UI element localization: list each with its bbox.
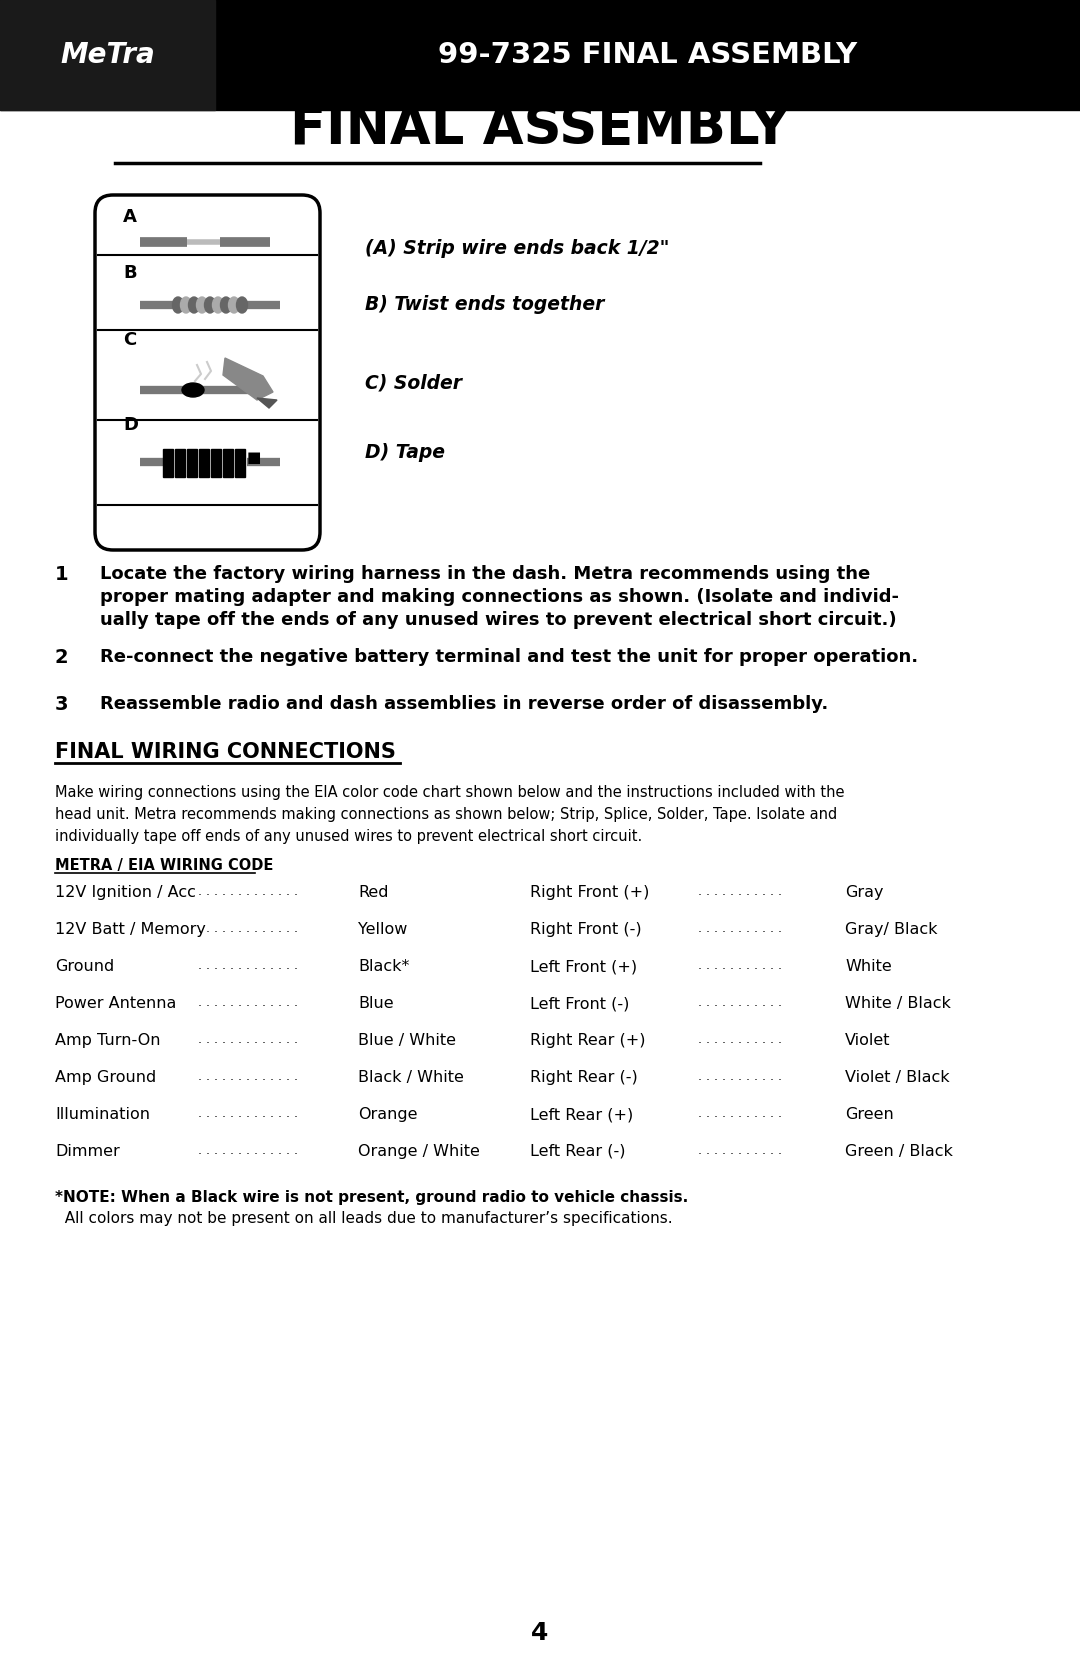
Text: Violet: Violet: [845, 1033, 891, 1048]
Text: Left Rear (+): Left Rear (+): [530, 1107, 633, 1122]
Text: 2: 2: [55, 648, 69, 668]
Text: . . . . . . . . . . . . .: . . . . . . . . . . . . .: [198, 960, 298, 971]
Ellipse shape: [213, 297, 224, 314]
Text: Black*: Black*: [357, 960, 409, 975]
Text: ually tape off the ends of any unused wires to prevent electrical short circuit.: ually tape off the ends of any unused wi…: [100, 611, 896, 629]
Text: . . . . . . . . . . . . .: . . . . . . . . . . . . .: [198, 885, 298, 898]
Bar: [211, 449, 221, 477]
Bar: [0, 0, 1080, 110]
Text: Left Front (+): Left Front (+): [530, 960, 637, 975]
Text: 3: 3: [55, 694, 68, 714]
Text: C: C: [123, 330, 136, 349]
Text: Yellow: Yellow: [357, 921, 407, 936]
Text: (A) Strip wire ends back 1/2": (A) Strip wire ends back 1/2": [365, 239, 670, 257]
Text: Right Rear (-): Right Rear (-): [530, 1070, 638, 1085]
Text: Power Antenna: Power Antenna: [55, 996, 176, 1011]
Text: . . . . . . . . . . . . .: . . . . . . . . . . . . .: [198, 996, 298, 1010]
Text: . . . . . . . . . . . . .: . . . . . . . . . . . . .: [198, 921, 298, 935]
Text: Amp Ground: Amp Ground: [55, 1070, 157, 1085]
Text: 12V Ignition / Acc: 12V Ignition / Acc: [55, 885, 195, 900]
Bar: [199, 449, 210, 477]
Text: proper mating adapter and making connections as shown. (Isolate and individ-: proper mating adapter and making connect…: [100, 587, 899, 606]
Ellipse shape: [204, 297, 216, 314]
Text: . . . . . . . . . . .: . . . . . . . . . . .: [698, 1033, 782, 1046]
Text: 4: 4: [531, 1621, 549, 1646]
Text: . . . . . . . . . . .: . . . . . . . . . . .: [698, 921, 782, 935]
Text: Blue / White: Blue / White: [357, 1033, 456, 1048]
Text: 1: 1: [55, 566, 69, 584]
Text: . . . . . . . . . . .: . . . . . . . . . . .: [698, 1143, 782, 1157]
Text: . . . . . . . . . . .: . . . . . . . . . . .: [698, 960, 782, 971]
Text: B: B: [123, 264, 137, 282]
Text: Orange: Orange: [357, 1107, 418, 1122]
Text: . . . . . . . . . . . . .: . . . . . . . . . . . . .: [198, 1107, 298, 1120]
Text: 12V Batt / Memory: 12V Batt / Memory: [55, 921, 206, 936]
Text: Illumination: Illumination: [55, 1107, 150, 1122]
Bar: [175, 449, 185, 477]
Ellipse shape: [237, 297, 247, 314]
Text: Right Rear (+): Right Rear (+): [530, 1033, 646, 1048]
Text: head unit. Metra recommends making connections as shown below; Strip, Splice, So: head unit. Metra recommends making conne…: [55, 808, 837, 823]
Text: Green: Green: [845, 1107, 894, 1122]
Text: White: White: [845, 960, 892, 975]
Text: Gray/ Black: Gray/ Black: [845, 921, 937, 936]
Ellipse shape: [180, 297, 191, 314]
Text: individually tape off ends of any unused wires to prevent electrical short circu: individually tape off ends of any unused…: [55, 829, 643, 845]
Text: A: A: [123, 209, 137, 225]
Bar: [235, 449, 245, 477]
Text: *NOTE: When a Black wire is not present, ground radio to vehicle chassis.: *NOTE: When a Black wire is not present,…: [55, 1190, 688, 1205]
Ellipse shape: [220, 297, 231, 314]
Text: Left Front (-): Left Front (-): [530, 996, 630, 1011]
Text: . . . . . . . . . . .: . . . . . . . . . . .: [698, 885, 782, 898]
Text: D: D: [123, 416, 138, 434]
Text: Right Front (+): Right Front (+): [530, 885, 649, 900]
Text: Right Front (-): Right Front (-): [530, 921, 642, 936]
Text: B) Twist ends together: B) Twist ends together: [365, 295, 605, 314]
Text: . . . . . . . . . . .: . . . . . . . . . . .: [698, 1070, 782, 1083]
Text: . . . . . . . . . . . . .: . . . . . . . . . . . . .: [198, 1070, 298, 1083]
Text: FINAL ASSEMBLY: FINAL ASSEMBLY: [291, 103, 789, 155]
Text: Locate the factory wiring harness in the dash. Metra recommends using the: Locate the factory wiring harness in the…: [100, 566, 870, 582]
Text: Orange / White: Orange / White: [357, 1143, 480, 1158]
Text: Green / Black: Green / Black: [845, 1143, 953, 1158]
Bar: [0, 0, 215, 110]
Ellipse shape: [173, 297, 184, 314]
Text: MeTra: MeTra: [60, 42, 156, 68]
Polygon shape: [222, 357, 273, 401]
Text: . . . . . . . . . . . . .: . . . . . . . . . . . . .: [198, 1033, 298, 1046]
Text: Ground: Ground: [55, 960, 114, 975]
Text: . . . . . . . . . . . . .: . . . . . . . . . . . . .: [198, 1143, 298, 1157]
Bar: [222, 449, 233, 477]
Text: D) Tape: D) Tape: [365, 444, 445, 462]
Bar: [163, 449, 173, 477]
Text: White / Black: White / Black: [845, 996, 950, 1011]
Text: Violet / Black: Violet / Black: [845, 1070, 949, 1085]
Bar: [187, 449, 197, 477]
Text: FINAL WIRING CONNECTIONS: FINAL WIRING CONNECTIONS: [55, 743, 396, 763]
Text: Black / White: Black / White: [357, 1070, 464, 1085]
FancyBboxPatch shape: [95, 195, 320, 551]
Ellipse shape: [229, 297, 240, 314]
Text: Reassemble radio and dash assemblies in reverse order of disassembly.: Reassemble radio and dash assemblies in …: [100, 694, 828, 713]
Text: C) Solder: C) Solder: [365, 374, 462, 392]
Text: . . . . . . . . . . .: . . . . . . . . . . .: [698, 1107, 782, 1120]
Text: Dimmer: Dimmer: [55, 1143, 120, 1158]
Ellipse shape: [189, 297, 200, 314]
Ellipse shape: [197, 297, 207, 314]
Text: METRA / EIA WIRING CODE: METRA / EIA WIRING CODE: [55, 858, 273, 873]
Text: Make wiring connections using the EIA color code chart shown below and the instr: Make wiring connections using the EIA co…: [55, 784, 845, 799]
Text: 99-7325 FINAL ASSEMBLY: 99-7325 FINAL ASSEMBLY: [438, 42, 858, 68]
Text: Gray: Gray: [845, 885, 883, 900]
Text: All colors may not be present on all leads due to manufacturer’s specifications.: All colors may not be present on all lea…: [55, 1212, 673, 1227]
Text: ■: ■: [247, 451, 261, 466]
Text: Amp Turn-On: Amp Turn-On: [55, 1033, 161, 1048]
Text: Blue: Blue: [357, 996, 393, 1011]
Text: Re-connect the negative battery terminal and test the unit for proper operation.: Re-connect the negative battery terminal…: [100, 648, 918, 666]
Polygon shape: [257, 397, 276, 407]
Text: . . . . . . . . . . .: . . . . . . . . . . .: [698, 996, 782, 1010]
Text: Left Rear (-): Left Rear (-): [530, 1143, 625, 1158]
Ellipse shape: [183, 382, 204, 397]
Text: Red: Red: [357, 885, 389, 900]
